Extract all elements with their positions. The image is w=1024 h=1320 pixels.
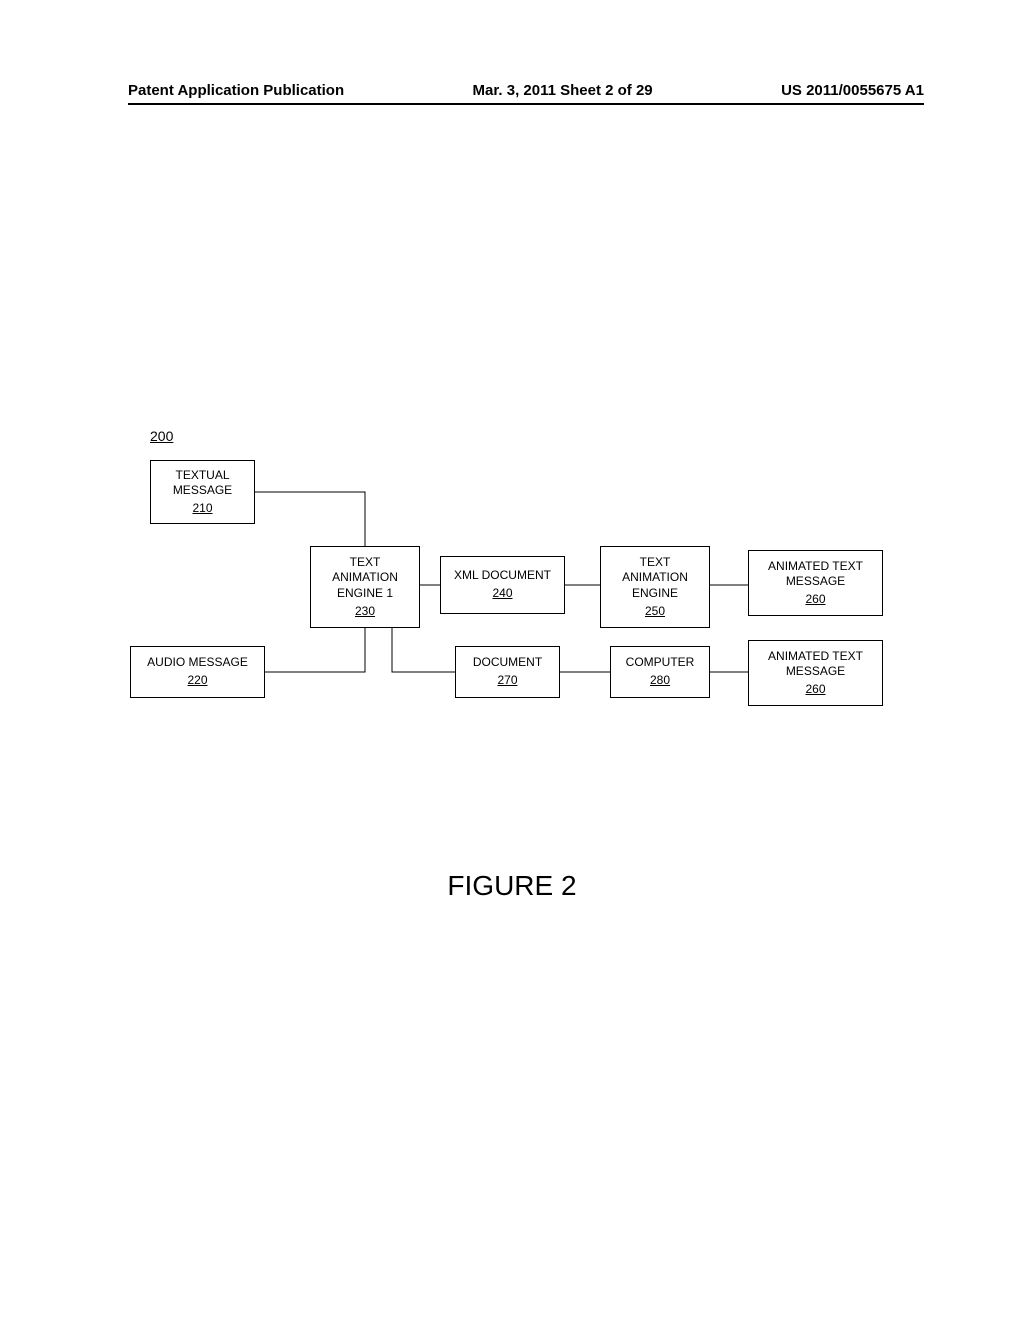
diagram-box: DOCUMENT 270 xyxy=(455,646,560,698)
diagram-box-line: XML DOCUMENT xyxy=(454,568,551,584)
header-center: Mar. 3, 2011 Sheet 2 of 29 xyxy=(473,82,653,99)
diagram-box: ANIMATED TEXTMESSAGE 260 xyxy=(748,640,883,706)
diagram-box-line: AUDIO MESSAGE xyxy=(147,655,248,671)
diagram-box-line: TEXT xyxy=(640,555,671,571)
diagram-edge xyxy=(392,628,455,672)
diagram-box: AUDIO MESSAGE 220 xyxy=(130,646,265,698)
figure-diagram: TEXTUALMESSAGE210AUDIO MESSAGE220TEXTANI… xyxy=(120,460,920,760)
diagram-edge xyxy=(255,492,365,546)
diagram-ref-label: 200 xyxy=(150,428,173,444)
diagram-edge xyxy=(265,628,365,672)
page-header: Patent Application Publication Mar. 3, 2… xyxy=(128,82,924,105)
diagram-box-ref: 220 xyxy=(187,673,207,689)
diagram-box-ref: 270 xyxy=(497,673,517,689)
diagram-box-line: TEXT xyxy=(350,555,381,571)
diagram-box-line: DOCUMENT xyxy=(473,655,542,671)
diagram-box: TEXTUALMESSAGE 210 xyxy=(150,460,255,524)
diagram-box-line: MESSAGE xyxy=(786,574,845,590)
diagram-box-line: ANIMATION xyxy=(332,570,398,586)
diagram-box-ref: 240 xyxy=(492,586,512,602)
diagram-box: COMPUTER 280 xyxy=(610,646,710,698)
diagram-box-line: ANIMATED TEXT xyxy=(768,559,863,575)
diagram-box-line: MESSAGE xyxy=(786,664,845,680)
diagram-box-ref: 230 xyxy=(355,604,375,620)
diagram-box-line: COMPUTER xyxy=(626,655,695,671)
header-right: US 2011/0055675 A1 xyxy=(781,82,924,99)
diagram-box-ref: 250 xyxy=(645,604,665,620)
figure-caption: FIGURE 2 xyxy=(0,870,1024,902)
diagram-box-line: MESSAGE xyxy=(173,483,232,499)
diagram-box-ref: 260 xyxy=(805,592,825,608)
diagram-box-line: TEXTUAL xyxy=(175,468,229,484)
diagram-box: ANIMATED TEXTMESSAGE 260 xyxy=(748,550,883,616)
diagram-box-line: ENGINE 1 xyxy=(337,586,393,602)
diagram-box-line: ANIMATION xyxy=(622,570,688,586)
diagram-box-line: ENGINE xyxy=(632,586,678,602)
diagram-box: XML DOCUMENT 240 xyxy=(440,556,565,614)
diagram-box-ref: 260 xyxy=(805,682,825,698)
diagram-box-ref: 210 xyxy=(192,501,212,517)
diagram-box-ref: 280 xyxy=(650,673,670,689)
diagram-box: TEXTANIMATIONENGINE 250 xyxy=(600,546,710,628)
diagram-box-line: ANIMATED TEXT xyxy=(768,649,863,665)
diagram-box: TEXTANIMATIONENGINE 1 230 xyxy=(310,546,420,628)
header-left: Patent Application Publication xyxy=(128,82,344,99)
